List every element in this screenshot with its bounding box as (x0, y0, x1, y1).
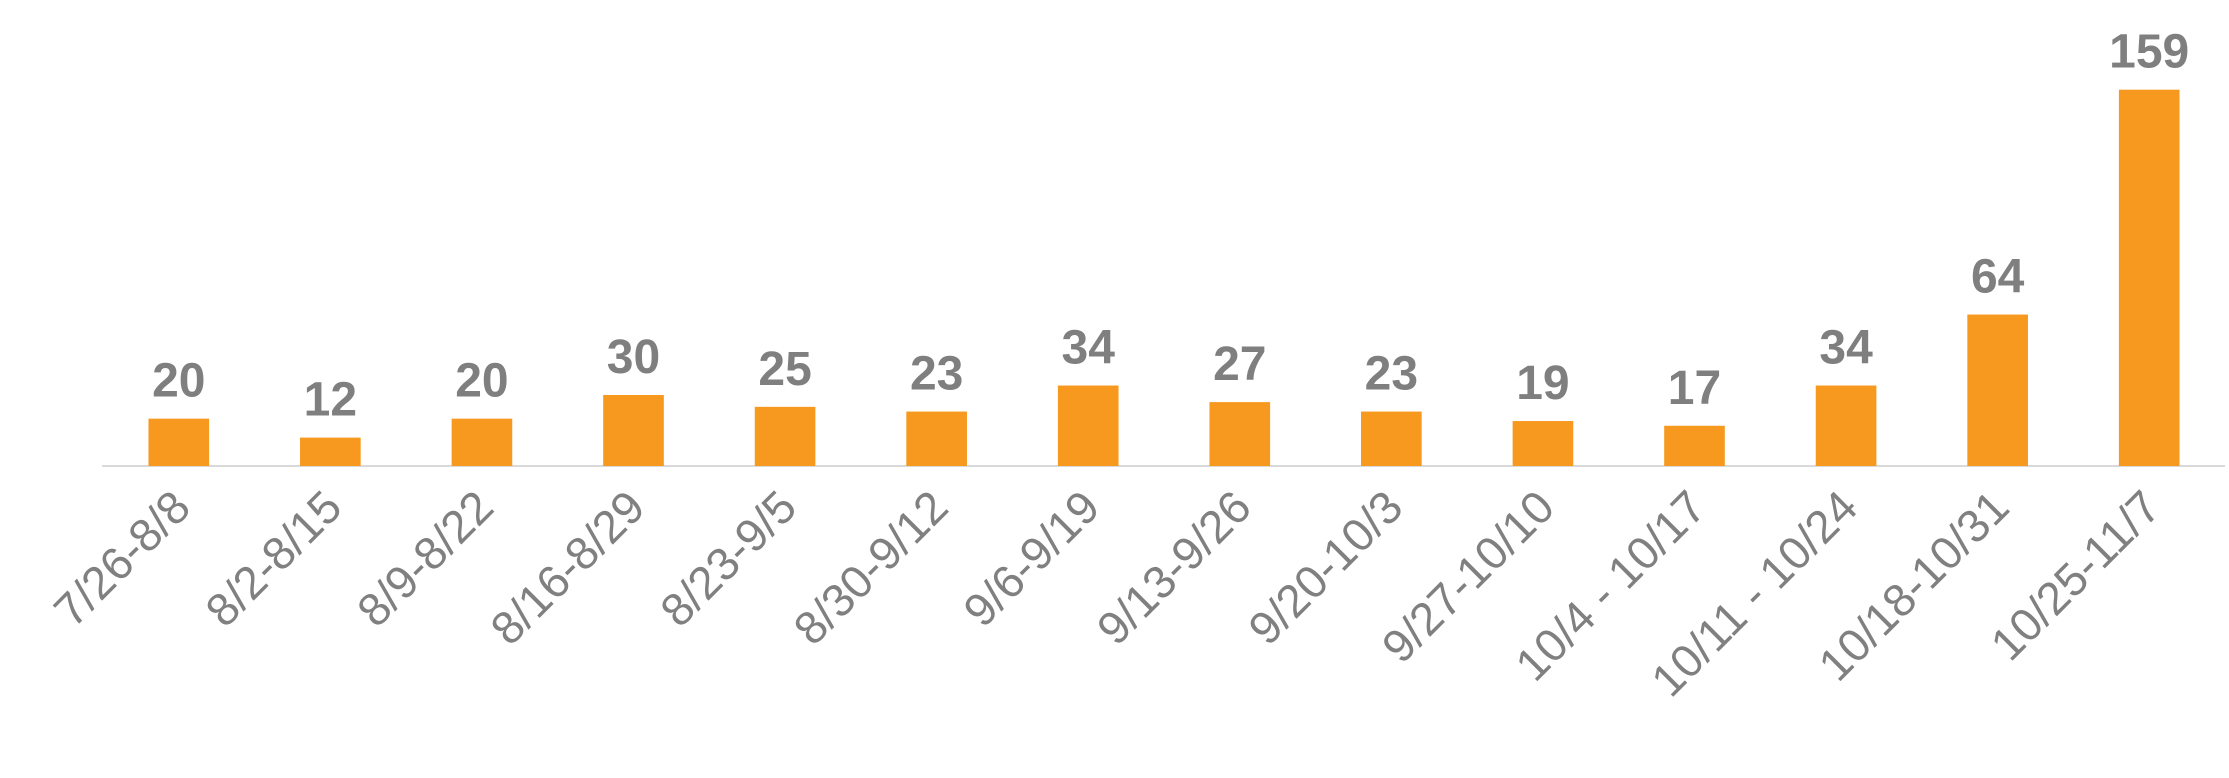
data-label: 27 (1213, 338, 1266, 391)
bar (754, 406, 816, 466)
data-label: 17 (1668, 362, 1721, 415)
data-label: 64 (1971, 251, 2025, 304)
bar (1512, 421, 1574, 466)
x-tick-label: 8/2-8/15 (195, 480, 351, 636)
x-tick-label: 9/6-9/19 (953, 480, 1109, 636)
data-label: 34 (1819, 322, 1873, 375)
data-label: 20 (455, 355, 508, 408)
data-label: 20 (152, 355, 205, 408)
bar (1057, 385, 1119, 466)
bar (451, 418, 513, 466)
data-label: 23 (1365, 348, 1418, 401)
data-label: 19 (1516, 357, 1569, 410)
x-tick-label: 8/30-9/12 (783, 480, 957, 654)
x-tick-label: 8/23-9/5 (650, 480, 806, 636)
data-label: 159 (2109, 26, 2189, 79)
bar (1361, 411, 1422, 466)
bar (2118, 89, 2180, 466)
bar (300, 437, 361, 466)
x-tick-label: 8/16-8/29 (480, 480, 654, 654)
bar (1209, 402, 1271, 466)
data-label: 34 (1062, 322, 1116, 375)
bar (1967, 314, 2028, 466)
data-label: 30 (607, 331, 660, 384)
bar (1664, 425, 1725, 466)
data-label: 23 (910, 348, 963, 401)
bar (906, 411, 967, 466)
bar (148, 418, 210, 466)
data-label: 25 (758, 343, 811, 396)
bar (1815, 385, 1877, 466)
x-tick-label: 8/9-8/22 (347, 480, 503, 636)
data-label: 12 (304, 374, 357, 427)
x-tick-label: 9/13-9/26 (1087, 480, 1261, 654)
x-tick-label: 7/26-8/8 (44, 480, 200, 636)
bar (603, 395, 664, 466)
